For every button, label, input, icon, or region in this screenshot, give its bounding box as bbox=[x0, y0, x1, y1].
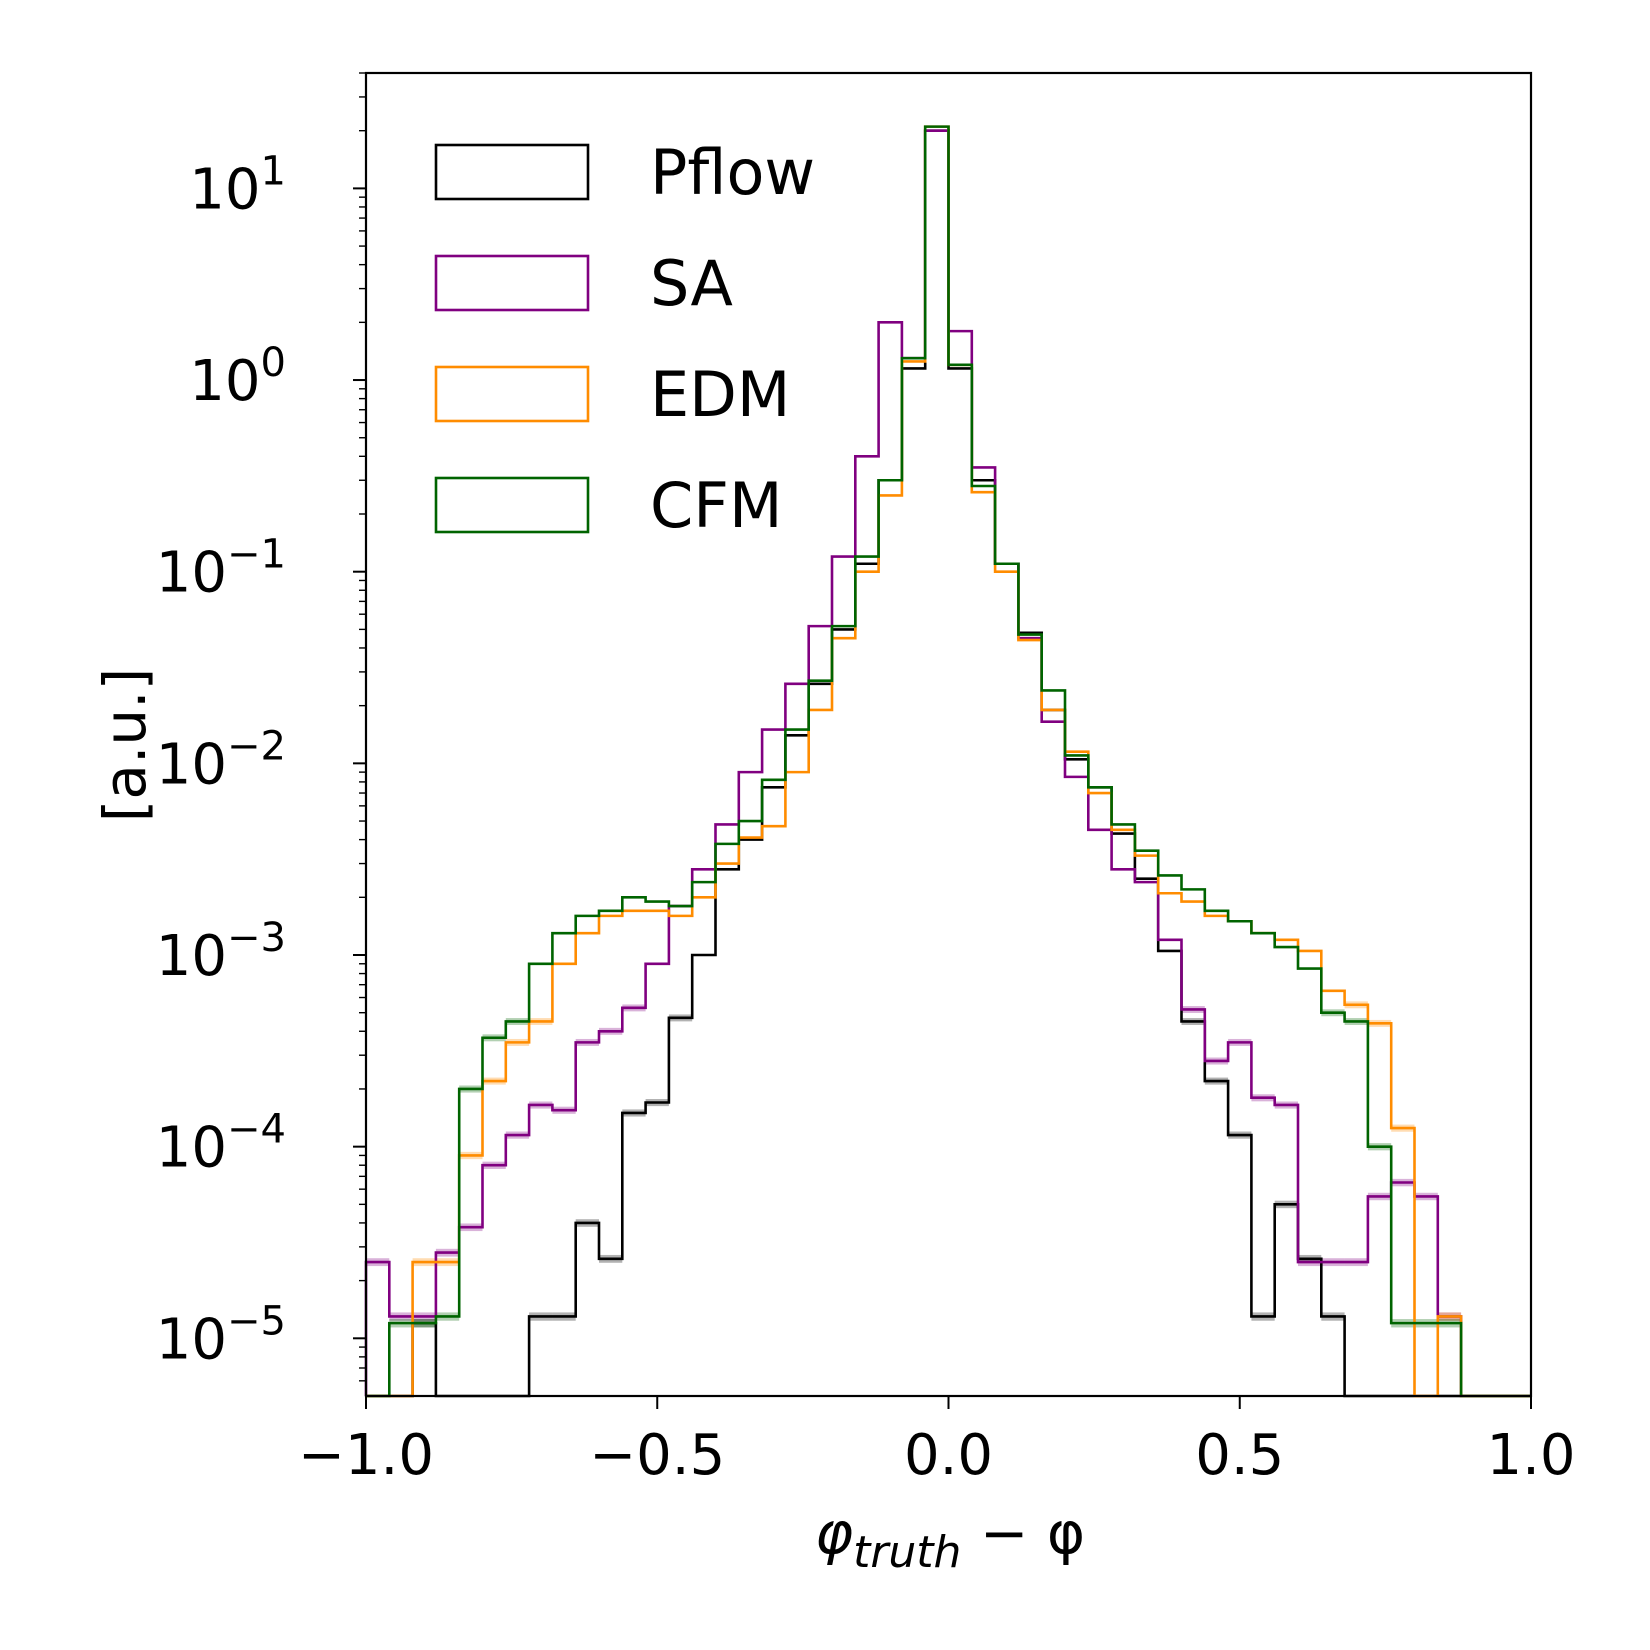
series-cfm-line bbox=[366, 125, 1531, 1398]
legend-swatch-edm bbox=[434, 365, 590, 423]
x-axis-label-tail: − φ bbox=[961, 1499, 1085, 1567]
x-axis-label: φtruth − φ bbox=[815, 1499, 1085, 1578]
y-tick-label: 10−4 bbox=[156, 1107, 286, 1181]
y-tick-label: 10−1 bbox=[156, 532, 286, 606]
x-axis-label-main: φ bbox=[815, 1499, 853, 1567]
legend-label-pflow: Pflow bbox=[650, 136, 815, 209]
histogram-series bbox=[364, 125, 1531, 1398]
x-tick-label: 1.0 bbox=[1486, 1423, 1575, 1488]
y-tick-label: 10−5 bbox=[156, 1298, 286, 1372]
legend-swatch-sa bbox=[434, 254, 590, 312]
legend-label-sa: SA bbox=[650, 247, 733, 320]
legend: Pflow SA EDM CFM bbox=[434, 136, 815, 542]
x-axis-ticks: −1.0 −0.5 0.0 0.5 1.0 bbox=[298, 1396, 1576, 1488]
x-tick-label: 0.5 bbox=[1195, 1423, 1284, 1488]
y-axis-label: [a.u.] bbox=[91, 668, 159, 822]
y-tick-label: 100 bbox=[189, 340, 286, 414]
legend-swatch-pflow bbox=[434, 143, 590, 201]
x-tick-label: −1.0 bbox=[298, 1423, 434, 1488]
y-tick-label: 101 bbox=[189, 148, 286, 222]
y-tick-label: 10−3 bbox=[156, 915, 286, 989]
x-axis-label-sub: truth bbox=[853, 1527, 961, 1578]
legend-label-edm: EDM bbox=[650, 358, 790, 431]
legend-swatch-cfm bbox=[434, 476, 590, 534]
x-tick-label: −0.5 bbox=[589, 1423, 725, 1488]
legend-label-cfm: CFM bbox=[650, 469, 782, 542]
x-tick-label: 0.0 bbox=[904, 1423, 993, 1488]
y-tick-label: 10−2 bbox=[156, 723, 286, 797]
y-axis-ticks: 101 100 10−1 10−2 10−3 10−4 10−5 bbox=[156, 72, 366, 1382]
